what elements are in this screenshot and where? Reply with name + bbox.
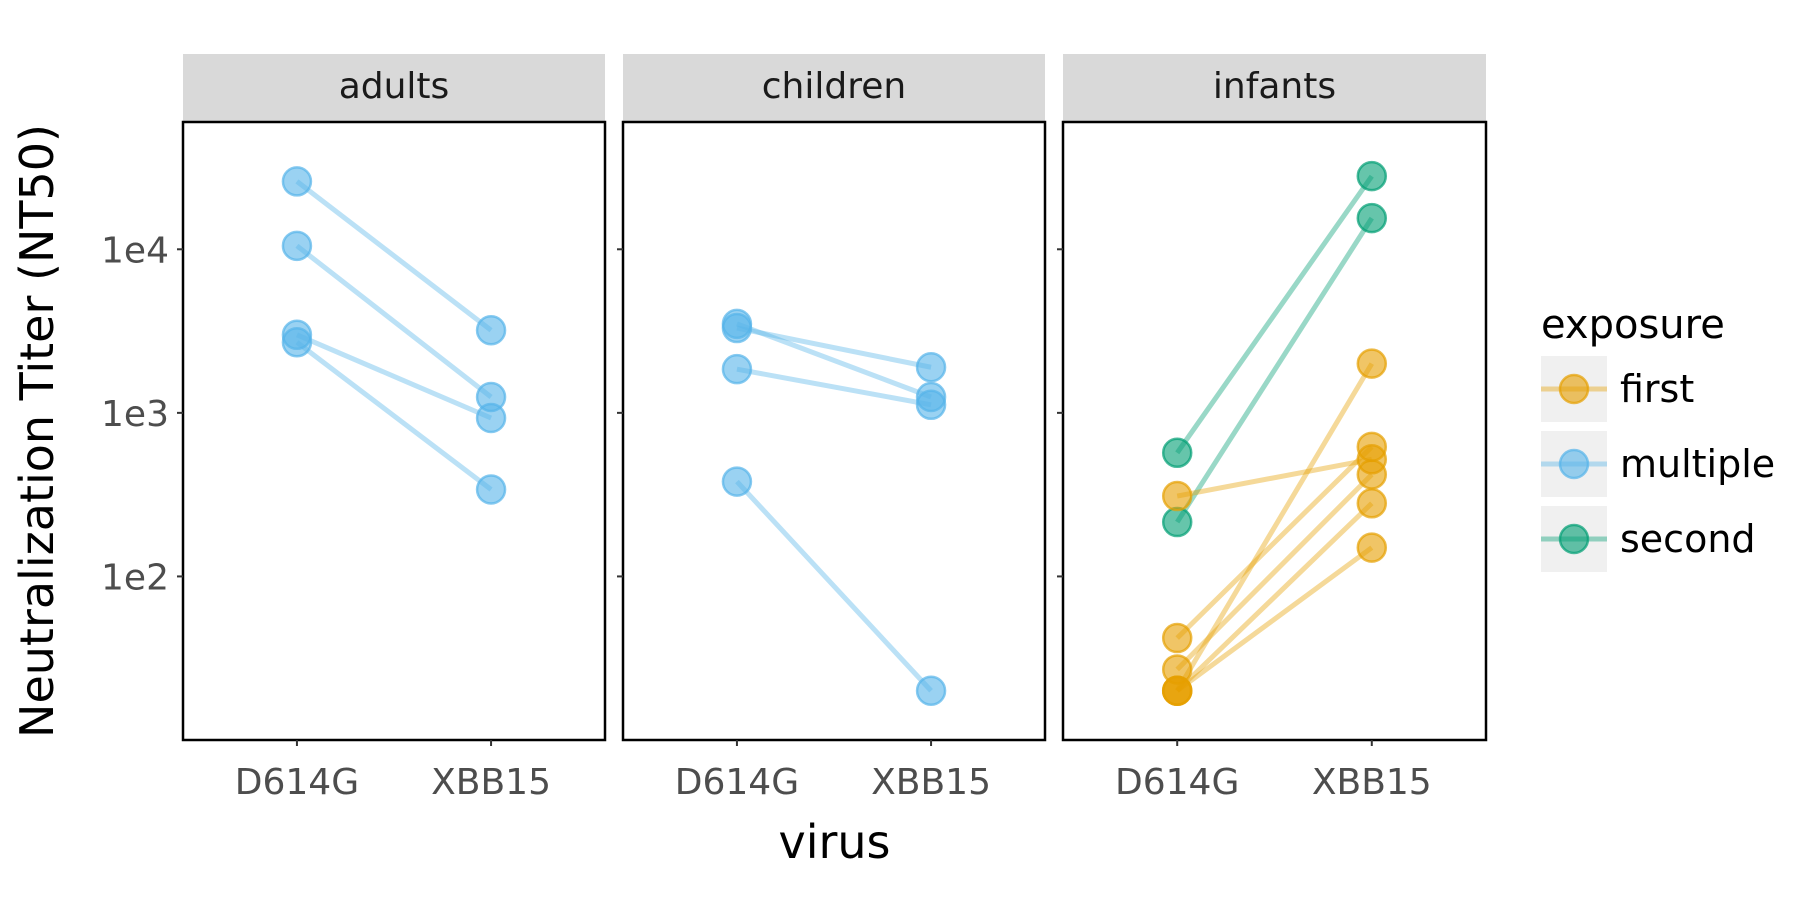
pair-line: [1176, 456, 1373, 499]
facet-label: children: [762, 66, 906, 107]
x-tick-label: XBB15: [1312, 762, 1432, 803]
pair-line: [1175, 216, 1374, 524]
panel-border: [181, 120, 607, 742]
data-point: [475, 402, 507, 434]
panel-background: [623, 122, 1045, 740]
pair-line: [736, 321, 932, 400]
legend-label-multiple: multiple: [1620, 442, 1775, 486]
panel-border: [1061, 120, 1488, 742]
legend-label-first: first: [1620, 367, 1694, 411]
data-point: [1356, 202, 1388, 234]
legend-label-second: second: [1620, 517, 1756, 561]
pair-line: [295, 340, 493, 492]
data-point: [475, 474, 507, 505]
legend-title: exposure: [1541, 302, 1725, 348]
legend-key-point: [1558, 373, 1590, 405]
facet-strip-infants: [1063, 54, 1486, 122]
data-point: [1356, 431, 1388, 463]
panel-background: [1063, 122, 1486, 740]
pair-line: [295, 332, 493, 421]
x-tick-label: D614G: [235, 762, 359, 803]
pair-line: [1175, 174, 1374, 455]
x-tick-label: XBB15: [431, 762, 551, 803]
panel-border: [621, 120, 1047, 742]
data-point: [475, 314, 507, 346]
data-point: [1356, 488, 1388, 519]
pair-line: [736, 325, 932, 370]
facet-strip-adults: [183, 54, 605, 122]
data-point: [1161, 437, 1193, 469]
data-point: [721, 466, 753, 497]
y-axis-title: Neutralization Titer (NT50): [10, 124, 64, 738]
facet-label: adults: [339, 66, 450, 107]
facet-label: infants: [1213, 66, 1336, 107]
y-tick-label: 1e3: [101, 394, 169, 435]
y-tick-label: 1e2: [101, 557, 169, 598]
y-tick-label: 1e4: [101, 230, 169, 271]
data-point: [1356, 532, 1388, 563]
facet-strip-children: [623, 54, 1045, 122]
x-tick-label: XBB15: [871, 762, 991, 803]
pair-line: [1175, 501, 1374, 693]
x-tick-label: D614G: [1115, 762, 1239, 803]
data-point: [281, 327, 313, 358]
pair-line: [736, 366, 932, 408]
data-point: [1161, 675, 1193, 707]
pair-line: [295, 243, 493, 399]
data-point: [915, 389, 947, 421]
x-axis-title: virus: [778, 815, 890, 869]
panel-background: [183, 122, 605, 740]
data-point: [1356, 348, 1388, 379]
pair-line: [1175, 472, 1374, 672]
pair-line: [1175, 545, 1374, 693]
data-point: [721, 353, 753, 385]
x-tick-label: D614G: [675, 762, 799, 803]
data-point: [281, 230, 313, 262]
pair-line: [735, 479, 933, 693]
pair-line: [295, 179, 493, 333]
data-point: [915, 675, 947, 707]
legend-key-point: [1558, 448, 1590, 480]
data-point: [1356, 459, 1388, 490]
data-point: [915, 352, 947, 383]
data-point: [1161, 506, 1193, 538]
legend-key-point: [1558, 523, 1590, 555]
data-point: [1356, 160, 1388, 192]
data-point: [1161, 480, 1193, 512]
data-point: [281, 166, 313, 197]
pair-line: [1175, 445, 1374, 640]
data-point: [721, 312, 753, 344]
data-point: [1161, 622, 1193, 654]
pair-line: [1175, 362, 1374, 693]
